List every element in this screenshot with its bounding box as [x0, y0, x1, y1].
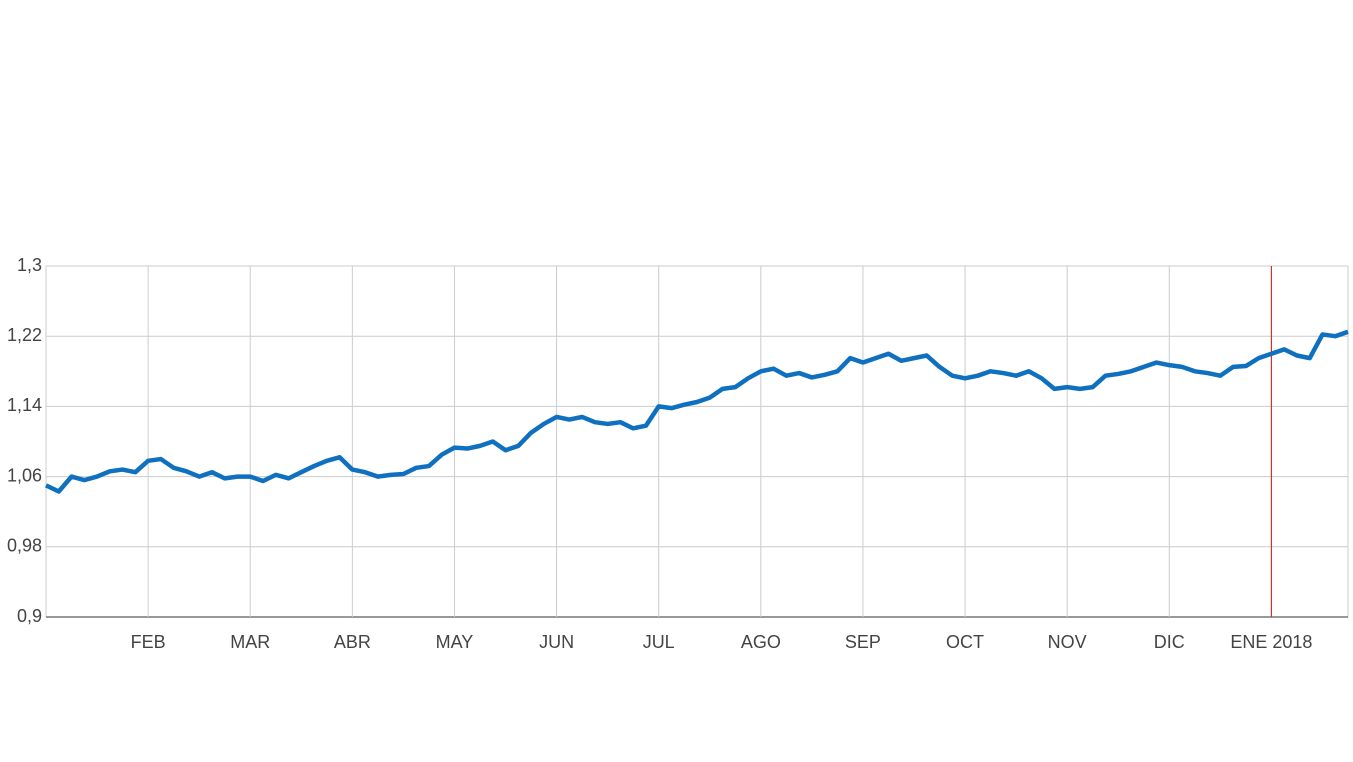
x-tick-label: AGO — [741, 632, 781, 652]
y-tick-label: 1,06 — [7, 465, 42, 485]
x-tick-label: MAY — [436, 632, 474, 652]
x-tick-label: DIC — [1154, 632, 1185, 652]
x-tick-label: MAR — [230, 632, 270, 652]
x-tick-label: JUN — [539, 632, 574, 652]
y-tick-label: 1,14 — [7, 395, 42, 415]
x-tick-label: SEP — [845, 632, 881, 652]
x-tick-label: ABR — [334, 632, 371, 652]
y-tick-label: 0,9 — [17, 606, 42, 626]
y-tick-label: 0,98 — [7, 536, 42, 556]
y-tick-label: 1,22 — [7, 325, 42, 345]
data-line — [45, 329, 1349, 494]
x-tick-label: OCT — [946, 632, 984, 652]
y-tick-label: 1,3 — [17, 255, 42, 275]
x-tick-label: JUL — [643, 632, 675, 652]
x-tick-label: ENE 2018 — [1230, 632, 1312, 652]
x-tick-label: FEB — [131, 632, 166, 652]
x-tick-label: NOV — [1048, 632, 1087, 652]
